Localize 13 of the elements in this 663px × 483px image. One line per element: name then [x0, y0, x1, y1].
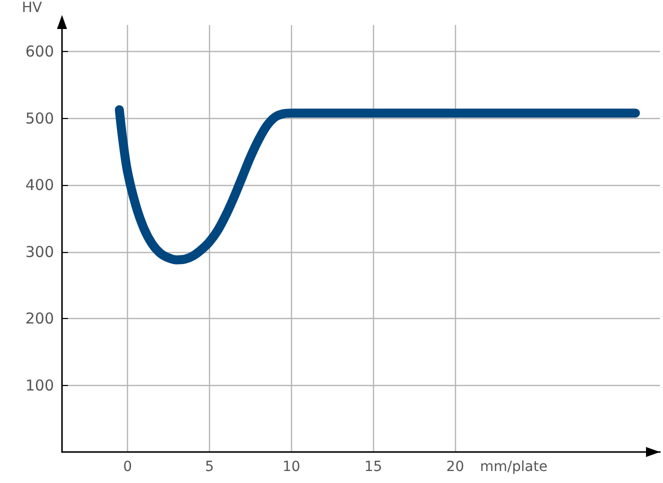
x-axis-title: mm/plate [480, 459, 548, 475]
y-tick-label: 100 [25, 376, 54, 394]
x-tick-label: 15 [364, 459, 382, 475]
y-tick-label: 600 [25, 42, 54, 61]
x-tick-label: 20 [446, 459, 464, 475]
y-tick-label: 300 [25, 242, 54, 261]
y-axis-title: HV [22, 0, 42, 16]
x-tick-label: 10 [282, 459, 300, 475]
x-tick-label: 0 [123, 459, 132, 475]
y-tick-label: 200 [25, 310, 54, 328]
x-tick-label: 5 [204, 459, 214, 475]
y-tick-label: 500 [25, 109, 54, 128]
y-tick-label: 400 [25, 176, 54, 194]
